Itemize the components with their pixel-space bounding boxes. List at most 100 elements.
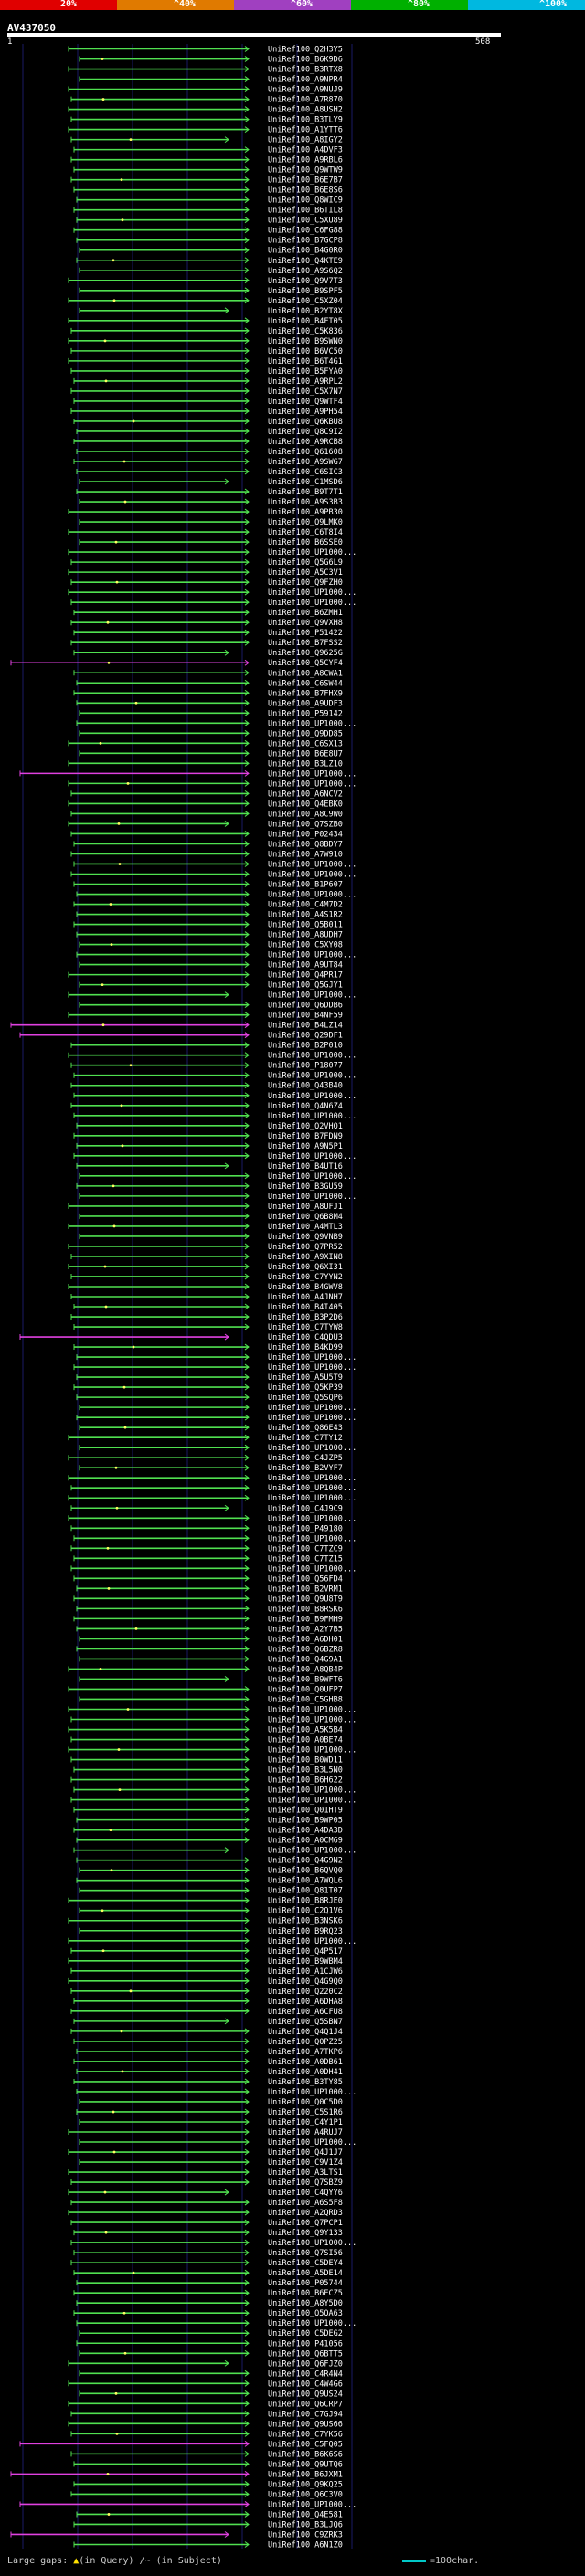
hit-row[interactable]: UniRef100_C7YYN2 [70, 1273, 343, 1282]
hit-label[interactable]: UniRef100_Q0C5D0 [268, 2098, 343, 2107]
hit-label[interactable]: UniRef100_A8UFJ1 [268, 1203, 343, 1212]
hit-row[interactable]: UniRef100_A1YTT6 [68, 126, 343, 135]
hit-row[interactable]: UniRef100_Q4G9A1 [79, 1655, 343, 1664]
hit-row[interactable]: UniRef100_Q4J1J7 [68, 2148, 343, 2157]
hit-label[interactable]: UniRef100_UP1000... [268, 1484, 356, 1493]
hit-row[interactable]: UniRef100_A7WQL6 [76, 1877, 343, 1886]
hit-label[interactable]: UniRef100_A4DA3D [268, 1827, 343, 1836]
hit-label[interactable]: UniRef100_A0BE74 [268, 1736, 343, 1745]
hit-label[interactable]: UniRef100_UP1000... [268, 1404, 356, 1413]
hit-row[interactable]: UniRef100_A8Y5D0 [76, 2299, 343, 2308]
hit-label[interactable]: UniRef100_Q4P517 [268, 1947, 343, 1956]
hit-label[interactable]: UniRef100_UP1000... [268, 1564, 356, 1574]
hit-row[interactable]: UniRef100_C5GHB8 [79, 1695, 343, 1704]
hit-label[interactable]: UniRef100_UP1000... [268, 779, 356, 789]
hit-label[interactable]: UniRef100_UP1000... [268, 1937, 356, 1946]
hit-row[interactable]: UniRef100_UP1000... [70, 870, 356, 879]
hit-row[interactable]: UniRef100_A4DVF3 [73, 146, 343, 155]
hit-label[interactable]: UniRef100_C4M7D2 [268, 901, 343, 910]
hit-label[interactable]: UniRef100_A9UT84 [268, 961, 343, 970]
hit-row[interactable]: UniRef100_B2P010 [70, 1042, 343, 1051]
hit-row[interactable]: UniRef100_UP1000... [70, 1564, 356, 1574]
hit-row[interactable]: UniRef100_UP1000... [68, 1514, 356, 1523]
hit-label[interactable]: UniRef100_Q9UTQ6 [268, 2460, 343, 2469]
hit-row[interactable]: UniRef100_UP1000... [76, 1414, 356, 1423]
hit-label[interactable]: UniRef100_Q6XI31 [268, 1263, 343, 1272]
hit-row[interactable]: UniRef100_B3P2D6 [70, 1313, 343, 1322]
hit-row[interactable]: UniRef100_Q56FD4 [73, 1574, 343, 1584]
hit-label[interactable]: UniRef100_Q4EBK0 [268, 800, 343, 809]
hit-row[interactable]: UniRef100_B3LJQ6 [73, 2520, 343, 2529]
hit-label[interactable]: UniRef100_B8RJE0 [268, 1897, 343, 1906]
hit-row[interactable]: UniRef100_P18077 [70, 1062, 343, 1071]
hit-row[interactable]: UniRef100_Q8WIC9 [76, 196, 343, 206]
hit-row[interactable]: UniRef100_A3LTS1 [68, 2168, 343, 2178]
hit-row[interactable]: UniRef100_C5XY08 [79, 941, 343, 950]
hit-row[interactable]: UniRef100_B4GWV8 [68, 1283, 343, 1292]
hit-row[interactable]: UniRef100_C7YK56 [70, 2430, 343, 2439]
hit-row[interactable]: UniRef100_Q29DF1 [19, 1032, 343, 1041]
hit-label[interactable]: UniRef100_B6K9D6 [268, 56, 343, 65]
hit-label[interactable]: UniRef100_A2Y7B5 [268, 1625, 343, 1634]
hit-label[interactable]: UniRef100_C5XZ04 [268, 297, 343, 306]
hit-row[interactable]: UniRef100_A9UDF3 [76, 699, 343, 708]
hit-row[interactable]: UniRef100_C5XZ04 [68, 297, 343, 306]
hit-label[interactable]: UniRef100_Q9WTW9 [268, 166, 343, 175]
hit-label[interactable]: UniRef100_A8IGY2 [268, 136, 343, 145]
hit-label[interactable]: UniRef100_C5S1R6 [268, 2108, 343, 2117]
hit-label[interactable]: UniRef100_UP1000... [268, 1847, 356, 1856]
hit-label[interactable]: UniRef100_UP1000... [268, 1353, 356, 1362]
hit-row[interactable]: UniRef100_B9WBM4 [68, 1957, 343, 1966]
hit-row[interactable]: UniRef100_B6JXM1 [10, 2470, 343, 2479]
hit-row[interactable]: UniRef100_A6N1Z0 [73, 2540, 343, 2549]
hit-row[interactable]: UniRef100_C4JZP5 [68, 1454, 343, 1463]
hit-row[interactable]: UniRef100_C4QYY6 [68, 2189, 343, 2198]
hit-label[interactable]: UniRef100_Q86E43 [268, 1424, 343, 1433]
hit-row[interactable]: UniRef100_UP1000... [68, 588, 356, 598]
hit-label[interactable]: UniRef100_UP1000... [268, 1494, 356, 1503]
hit-row[interactable]: UniRef100_Q01HT9 [73, 1807, 343, 1816]
hit-label[interactable]: UniRef100_B3P2D6 [268, 1313, 343, 1322]
hit-label[interactable]: UniRef100_B3GU59 [268, 1182, 343, 1192]
hit-row[interactable]: UniRef100_UP1000... [76, 2088, 356, 2097]
hit-row[interactable]: UniRef100_UP1000... [68, 1052, 356, 1061]
hit-row[interactable]: UniRef100_C4J9C9 [70, 1504, 343, 1513]
hit-label[interactable]: UniRef100_UP1000... [268, 951, 356, 960]
hit-row[interactable]: UniRef100_Q7PR52 [68, 1243, 343, 1252]
hit-label[interactable]: UniRef100_A6S5F8 [268, 2199, 343, 2208]
hit-label[interactable]: UniRef100_C7TZC9 [268, 1544, 343, 1553]
hit-label[interactable]: UniRef100_B8RSK6 [268, 1605, 343, 1614]
hit-label[interactable]: UniRef100_Q4E581 [268, 2510, 343, 2519]
hit-label[interactable]: UniRef100_UP1000... [268, 870, 356, 879]
hit-label[interactable]: UniRef100_UP1000... [268, 1193, 356, 1202]
hit-row[interactable]: UniRef100_C6SIC3 [76, 468, 343, 477]
hit-label[interactable]: UniRef100_A8UDH7 [268, 931, 343, 940]
hit-label[interactable]: UniRef100_B4NF59 [268, 1012, 343, 1021]
hit-row[interactable]: UniRef100_UP1000... [79, 2138, 356, 2147]
hit-label[interactable]: UniRef100_P02434 [268, 830, 343, 839]
hit-label[interactable]: UniRef100_Q0UFP7 [268, 1685, 343, 1694]
hit-row[interactable]: UniRef100_UP1000... [68, 548, 356, 557]
hit-label[interactable]: UniRef100_C2Q1V6 [268, 1907, 343, 1916]
hit-row[interactable]: UniRef100_A7TKP6 [76, 2048, 343, 2057]
hit-row[interactable]: UniRef100_C7TYW8 [73, 1323, 343, 1332]
hit-row[interactable]: UniRef100_Q8C9I2 [76, 428, 343, 437]
hit-row[interactable]: UniRef100_Q5G6L9 [70, 558, 343, 567]
hit-row[interactable]: UniRef100_B9T7T1 [76, 488, 343, 497]
hit-row[interactable]: UniRef100_B9WFT6 [79, 1675, 343, 1684]
hit-label[interactable]: UniRef100_Q8BDY7 [268, 840, 343, 849]
hit-label[interactable]: UniRef100_C4J9C9 [268, 1504, 343, 1513]
hit-row[interactable]: UniRef100_A5U5T9 [76, 1373, 343, 1383]
hit-row[interactable]: UniRef100_UP1000... [70, 599, 356, 608]
hit-label[interactable]: UniRef100_A9S6Q2 [268, 267, 343, 276]
hit-row[interactable]: UniRef100_B9FMH9 [73, 1615, 343, 1624]
hit-label[interactable]: UniRef100_Q4Q1J4 [268, 2028, 343, 2037]
hit-label[interactable]: UniRef100_Q9KQ25 [268, 2480, 343, 2489]
hit-row[interactable]: UniRef100_A5K5B4 [68, 1726, 343, 1735]
hit-row[interactable]: UniRef100_A9NUJ9 [68, 86, 343, 95]
hit-row[interactable]: UniRef100_C2Q1V6 [79, 1907, 343, 1916]
hit-label[interactable]: UniRef100_P49180 [268, 1524, 343, 1533]
hit-label[interactable]: UniRef100_Q61608 [268, 448, 343, 457]
hit-row[interactable]: UniRef100_UP1000... [68, 1937, 356, 1946]
hit-label[interactable]: UniRef100_B6E8U7 [268, 749, 343, 758]
